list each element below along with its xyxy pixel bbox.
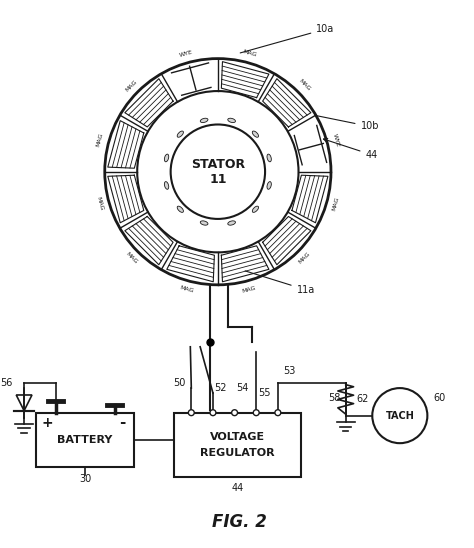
Text: 54: 54 <box>236 383 249 393</box>
Bar <box>36 413 134 467</box>
Text: MAG: MAG <box>96 196 104 211</box>
Circle shape <box>232 410 237 415</box>
Text: 10b: 10b <box>317 116 379 132</box>
Text: 30: 30 <box>79 473 91 483</box>
Text: MAG: MAG <box>242 50 257 58</box>
Text: MAG: MAG <box>297 251 311 265</box>
Text: WYE: WYE <box>179 50 194 58</box>
Circle shape <box>188 410 194 415</box>
Text: 44: 44 <box>323 139 378 159</box>
Text: MAG: MAG <box>125 78 138 92</box>
Text: MAG: MAG <box>331 196 340 211</box>
Text: 44: 44 <box>231 483 244 493</box>
Ellipse shape <box>252 206 258 213</box>
Text: 56: 56 <box>0 378 13 388</box>
Text: WYE: WYE <box>331 133 340 147</box>
Text: +: + <box>42 415 54 430</box>
Text: 55: 55 <box>258 388 270 398</box>
Text: REGULATOR: REGULATOR <box>200 448 275 458</box>
Text: 53: 53 <box>283 367 296 376</box>
Ellipse shape <box>177 131 183 137</box>
Text: 11: 11 <box>209 173 227 186</box>
Text: 52: 52 <box>215 383 227 393</box>
Ellipse shape <box>228 118 236 123</box>
Ellipse shape <box>164 181 169 189</box>
Text: 58: 58 <box>328 393 340 403</box>
Ellipse shape <box>228 221 236 225</box>
Text: BATTERY: BATTERY <box>57 435 113 445</box>
Text: 60: 60 <box>433 393 445 403</box>
Circle shape <box>210 410 216 415</box>
Text: MAG: MAG <box>297 78 311 92</box>
Text: 10a: 10a <box>240 24 335 53</box>
Text: STATOR: STATOR <box>191 158 245 172</box>
Text: 62: 62 <box>356 395 369 404</box>
Ellipse shape <box>201 118 208 123</box>
Text: 11a: 11a <box>245 271 315 295</box>
Ellipse shape <box>252 131 258 137</box>
Text: MAG: MAG <box>125 251 138 265</box>
Text: VOLTAGE: VOLTAGE <box>210 432 265 442</box>
Text: FIG. 2: FIG. 2 <box>212 513 267 531</box>
Text: MAG: MAG <box>179 286 194 294</box>
Text: TACH: TACH <box>385 410 414 421</box>
Circle shape <box>275 410 281 415</box>
Text: MAG: MAG <box>242 286 257 294</box>
Ellipse shape <box>267 154 271 162</box>
Text: -: - <box>119 415 126 430</box>
Ellipse shape <box>177 206 183 213</box>
Ellipse shape <box>201 221 208 225</box>
Text: MAG: MAG <box>96 133 104 148</box>
Bar <box>173 413 301 477</box>
Text: 50: 50 <box>173 378 186 388</box>
Circle shape <box>253 410 259 415</box>
Ellipse shape <box>164 154 169 162</box>
Ellipse shape <box>267 181 271 189</box>
